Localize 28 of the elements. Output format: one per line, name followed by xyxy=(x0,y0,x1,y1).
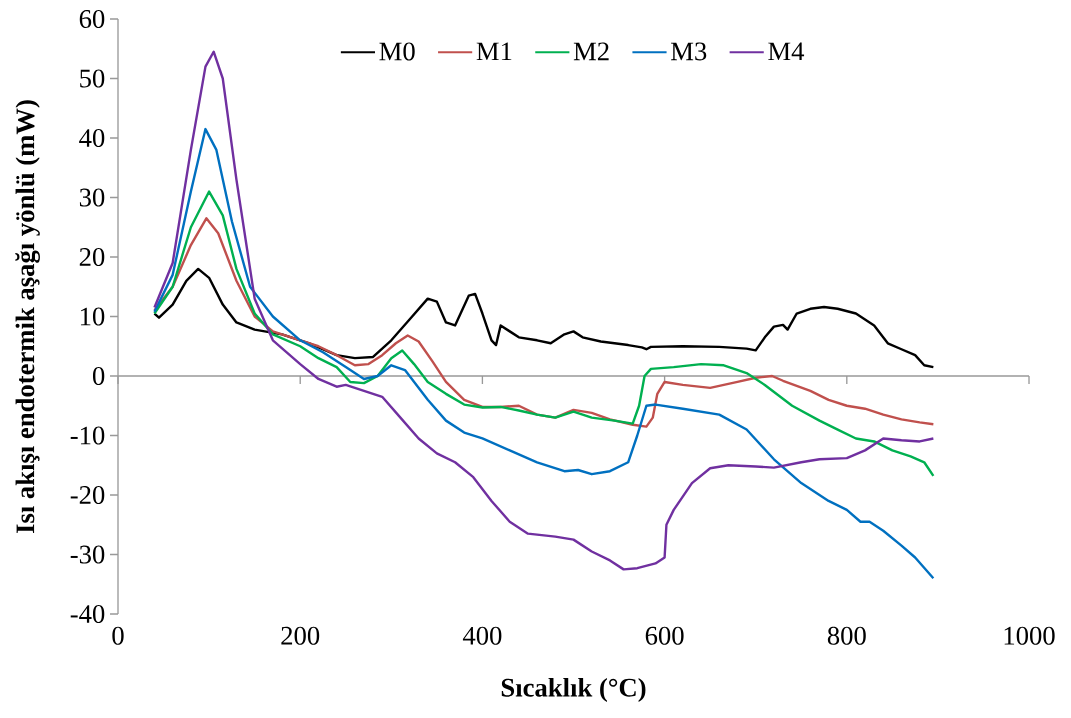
x-tick-label: 800 xyxy=(827,626,866,645)
x-tick-label: 0 xyxy=(112,626,124,645)
line-series xyxy=(153,267,935,369)
y-tick-label: -20 xyxy=(70,486,105,504)
y-tick-label: 0 xyxy=(92,367,105,385)
y-axis-title: Isı akışı endotermik aşağı yönlü (mW) xyxy=(15,100,40,534)
x-axis-title: Sıcaklık (°C) xyxy=(501,677,646,703)
x-tick-label: 200 xyxy=(281,626,320,645)
x-tick-label: 1000 xyxy=(1004,626,1055,645)
y-tick-label: 50 xyxy=(80,69,105,88)
y-tick-label: -10 xyxy=(70,426,105,445)
y-tick-label: 40 xyxy=(79,129,105,147)
line-series xyxy=(153,190,935,478)
legend-label: M3 xyxy=(671,42,707,61)
x-tick-label: 600 xyxy=(645,626,684,645)
y-tick-label: 10 xyxy=(80,307,105,326)
y-tick-label: -30 xyxy=(70,545,105,564)
legend-label: M2 xyxy=(573,42,609,61)
y-tick-label: 30 xyxy=(79,188,105,207)
legend-label: M4 xyxy=(768,42,805,61)
legend-label: M0 xyxy=(379,42,415,61)
y-tick-label: -40 xyxy=(70,605,105,623)
x-tick-label: 400 xyxy=(462,626,502,645)
legend-label: M1 xyxy=(476,42,512,61)
line-series xyxy=(153,217,935,428)
y-tick-label: 60 xyxy=(79,10,105,28)
y-tick-label: 20 xyxy=(79,248,105,266)
line-series xyxy=(153,127,935,580)
